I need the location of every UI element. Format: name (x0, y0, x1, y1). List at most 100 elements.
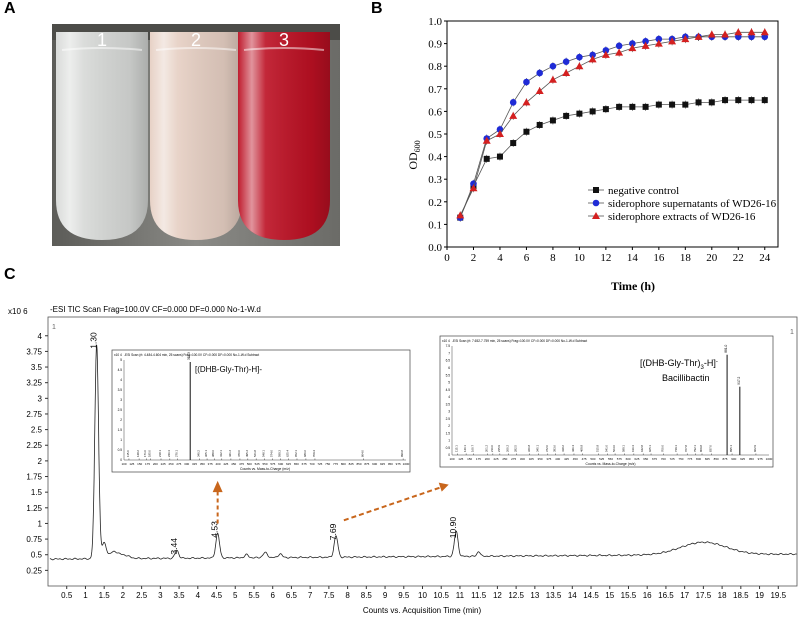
data-point (616, 103, 623, 110)
minor-peak-label: 469.8 (579, 445, 583, 452)
data-point (682, 101, 689, 108)
inset-x-tick-label: 275 (176, 462, 181, 466)
minor-peak-label: 201.2 (485, 445, 489, 452)
inset-x-tick-label: 100 (449, 457, 454, 461)
minor-peak-label: 216.0 (490, 445, 494, 452)
minor-peak-label: 515.8 (595, 445, 599, 452)
x-tick-label: 16 (643, 591, 652, 600)
minor-peak-label: 441.2 (228, 450, 232, 457)
inset-x-tick-label: 925 (740, 457, 745, 461)
minor-peak-label: 792.1 (693, 445, 697, 452)
data-point (735, 97, 742, 104)
inset-x-tick-label: 525 (255, 462, 260, 466)
series-3 (456, 28, 769, 220)
legend-label: negative control (608, 185, 679, 197)
inset-y-tick-label: 2.5 (118, 408, 123, 412)
inset-x-tick-label: 225 (494, 457, 499, 461)
x-tick-label: 7.5 (323, 591, 335, 600)
inset-x-tick-label: 900 (731, 457, 736, 461)
y-multiplier: x10 6 (8, 307, 28, 316)
inset-x-tick-label: 425 (223, 462, 228, 466)
minor-peak-label: 563.0 (612, 445, 616, 452)
minor-peak-label: 680.6 (303, 450, 307, 457)
inset-y-tick-label: 3 (448, 410, 450, 414)
data-point (655, 101, 662, 108)
y-tick-label: 0.2 (428, 197, 442, 209)
inset-x-tick-label: 850 (714, 457, 719, 461)
y-tick-label: 1.25 (26, 504, 42, 513)
y-tick-label: 0.5 (31, 551, 43, 560)
inset-x-tick-label: 875 (722, 457, 727, 461)
meniscus (61, 47, 143, 51)
inset-x-tick-label: 700 (661, 457, 666, 461)
x-tick-label: 12 (493, 591, 502, 600)
data-point (523, 128, 530, 135)
x-tick-label: 7 (308, 591, 313, 600)
inset-x-tick-label: 750 (325, 462, 330, 466)
minor-peak-label: 260.2 (505, 445, 509, 452)
y-tick-label: 3.75 (26, 347, 42, 356)
minor-peak-label: 470.0 (237, 450, 241, 457)
major-peak-label: 917.2 (737, 376, 741, 384)
x-tick-label: 5 (233, 591, 238, 600)
inset-x-tick-label: 650 (643, 457, 648, 461)
arrowhead-inset2 (438, 482, 449, 492)
y-tick-label: 0.1 (428, 219, 442, 231)
x-tick-label: 6 (524, 252, 530, 264)
data-point (523, 78, 530, 86)
x-tick-label: 14 (568, 591, 577, 600)
minor-peak-label: 388.0 (211, 450, 215, 457)
x-tick-label: 18 (680, 252, 692, 264)
tube-number: 1 (97, 30, 107, 50)
data-point (642, 103, 649, 110)
data-point (602, 106, 609, 113)
inset-x-tick-label: 675 (302, 462, 307, 466)
chromatogram-title: -ESI TIC Scan Frag=100.0V CF=0.000 DF=0.… (50, 305, 261, 314)
x-tick-label: 16 (653, 252, 665, 264)
minor-peak-label: 340.2 (196, 450, 200, 457)
inset-x-tick-label: 975 (396, 462, 401, 466)
legend-entry: negative control (588, 185, 679, 197)
y-tick-label: 3 (38, 394, 43, 403)
inset-x-tick-label: 475 (239, 462, 244, 466)
inset-y-tick-label: 5.5 (446, 373, 451, 377)
minor-peak-label: 218.1 (158, 450, 162, 457)
minor-peak-label: 185.0 (148, 450, 152, 457)
inset-x-tick-label: 300 (520, 457, 525, 461)
data-point (563, 112, 570, 119)
x-tick-label: 11 (456, 591, 465, 600)
minor-peak-label: 589.1 (621, 445, 625, 452)
inset-y-tick-label: 1 (448, 439, 450, 443)
minor-peak-label: 895.1 (729, 445, 733, 452)
x-tick-label: 9 (383, 591, 388, 600)
data-point (548, 75, 557, 83)
inset-x-tick-label: 450 (231, 462, 236, 466)
inset-x-tick-label: 850 (356, 462, 361, 466)
data-point (509, 111, 518, 119)
data-point (456, 211, 465, 219)
inset-x-tick-label: 800 (696, 457, 701, 461)
minor-peak-label: 246.3 (167, 450, 171, 457)
minor-peak-label: 412.1 (219, 450, 223, 457)
x-tick-label: 19.5 (770, 591, 786, 600)
inset-x-tick-label: 475 (582, 457, 587, 461)
inset-y-tick-label: 2 (448, 424, 450, 428)
tube-1: 1 (56, 30, 148, 240)
inset-x-tick-label: 375 (208, 462, 213, 466)
x-tick-label: 10.5 (433, 591, 449, 600)
data-point (694, 32, 703, 40)
x-tick-label: 2 (471, 252, 477, 264)
peak-label: 1.30 (89, 332, 99, 349)
x-tick-label: 20 (706, 252, 718, 264)
inset-y-tick-label: 3 (120, 398, 122, 402)
data-point (642, 38, 649, 45)
inset-y-tick-label: 1.5 (446, 431, 451, 435)
x-axis-label: Time (h) (611, 279, 655, 293)
data-point (576, 53, 583, 61)
x-tick-label: 14 (627, 252, 639, 264)
panel-label-b: B (371, 0, 383, 17)
data-point (734, 28, 743, 36)
legend-marker (593, 187, 599, 193)
x-tick-label: 16.5 (658, 591, 674, 600)
y-tick-label: 2 (38, 457, 43, 466)
